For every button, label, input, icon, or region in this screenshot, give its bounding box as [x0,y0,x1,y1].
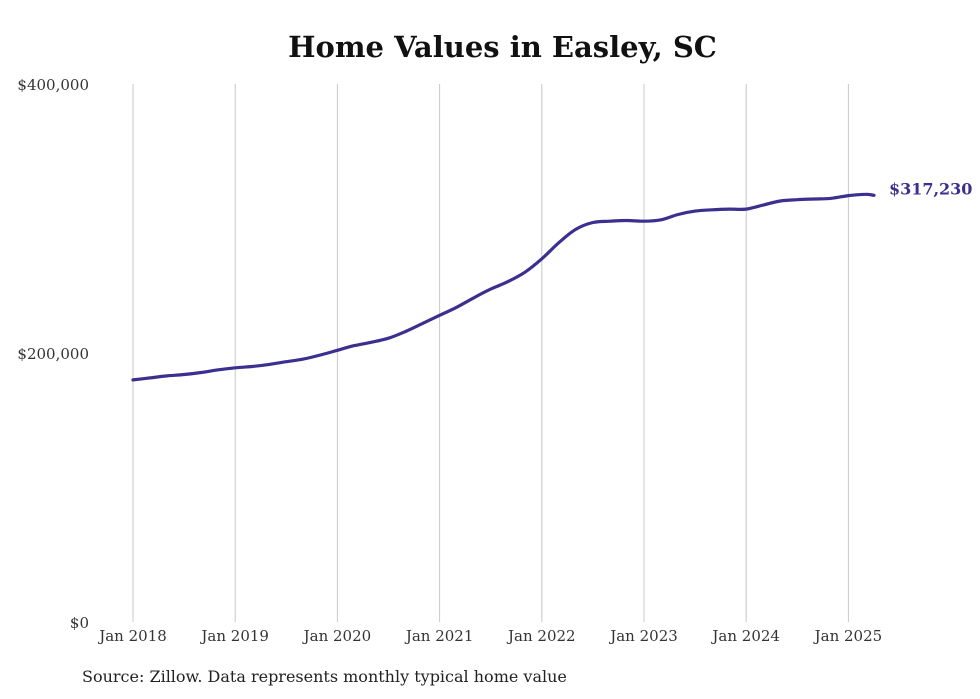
source-note: Source: Zillow. Data represents monthly … [82,667,567,686]
gridlines [132,84,849,622]
y-tick-label: $0 [70,614,89,632]
x-tick-label: Jan 2019 [199,627,269,645]
y-tick-label: $400,000 [17,76,89,94]
x-axis-labels: Jan 2018 Jan 2019 Jan 2020 Jan 2021 Jan 2022… [97,627,882,645]
y-tick-label: $200,000 [17,345,89,363]
y-axis-labels: $0 $200,000 $400,000 [17,76,89,632]
x-tick-label: Jan 2018 [97,627,167,645]
chart-title: Home Values in Easley, SC [288,30,717,64]
x-tick-label: Jan 2022 [506,627,576,645]
end-value-label: $317,230 [889,179,973,198]
x-tick-label: Jan 2021 [404,627,474,645]
x-tick-label: Jan 2024 [710,627,780,645]
x-tick-label: Jan 2023 [608,627,678,645]
series-line [131,192,876,382]
x-tick-label: Jan 2025 [813,627,883,645]
x-tick-label: Jan 2020 [302,627,372,645]
